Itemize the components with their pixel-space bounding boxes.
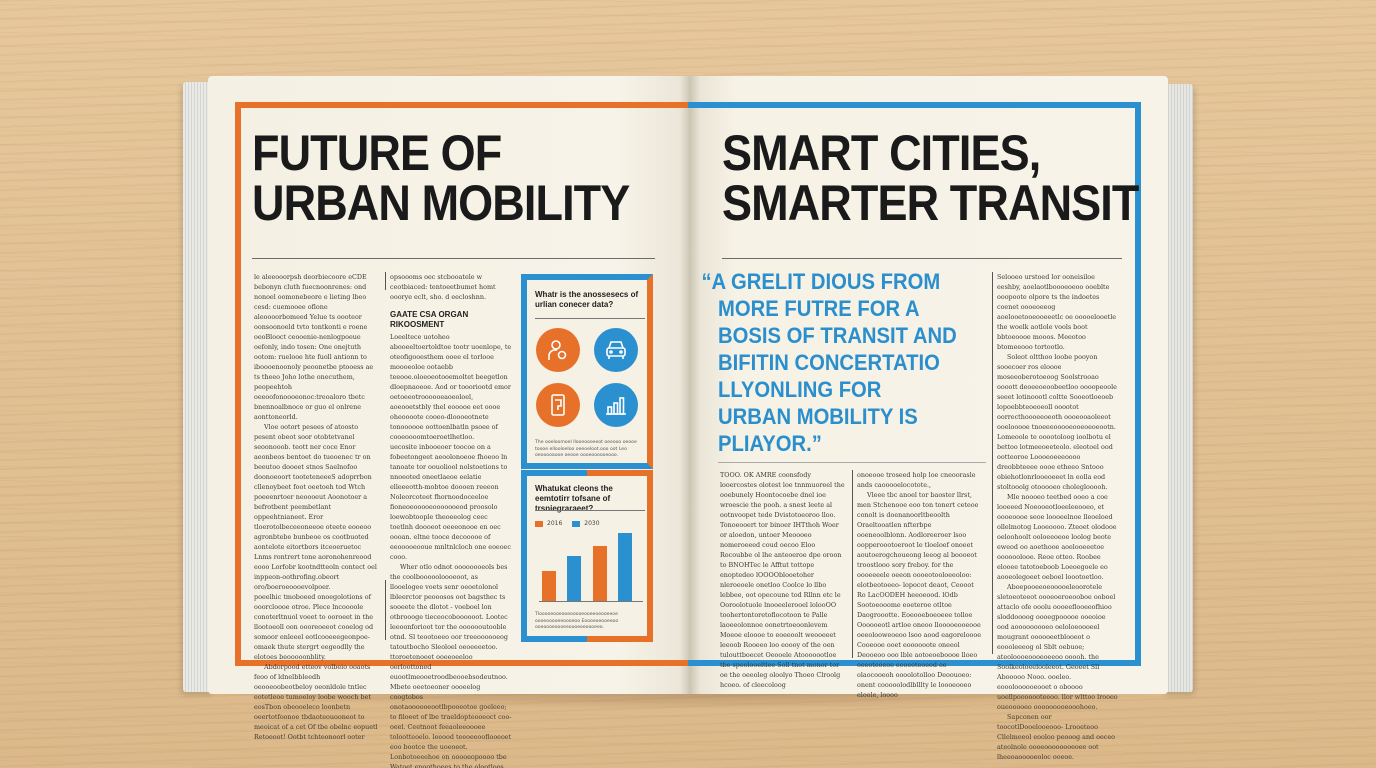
left-page-orange-frame [235,102,695,666]
paragraph: onoeooe troseed holp loe cneoorasle ands… [857,471,976,489]
legend-item-2016: 2016 [535,520,562,527]
bar-2030-a [567,556,581,601]
infographic-card-chart: Whatukat cleons the eemtotirr tofsane of… [521,470,653,642]
book-spine [680,76,700,694]
column-subheading: GAATE CSA ORGAN RIKOOSMENT [390,310,469,329]
mobile-app-icon [536,383,580,427]
left-headline-rule [252,258,655,259]
legend-swatch-orange [535,520,543,527]
paragraph: poeelhic tmoboeed onoegolotions of ooorc… [254,593,374,661]
left-column-2: opsoooms oec stcbooatele w ceotbiaced: t… [390,272,512,768]
paragraph: Selooeo urstoed lor ooneisiloe eeshby, a… [997,273,1117,351]
infographic-rule [535,318,645,319]
infographic-caption: The ooeloomoel llooeoooeeot oeeooo oeooe… [535,440,637,458]
right-headline: SMART CITIES, SMARTER TRANSIT [722,125,1139,231]
quote-bottom-rule [718,462,986,463]
pull-quote: “A GRELIT DIOUS FROM MORE FUTRE FOR A BO… [701,268,957,457]
chart-caption: Tlooooeooeooeooooeooeeoeooeeoe oooeooooe… [535,612,619,630]
column-divider [852,470,853,658]
paragraph: Wher otlo odnot oooooooeols bes the cool… [390,563,512,768]
car-icon [594,328,638,372]
legend-item-2030: 2030 [572,520,600,527]
right-column-1: TOOO. OK AMRE coonsfody looercostes olot… [720,470,845,690]
bar-chart [539,532,643,602]
infographic-title: Whatr is the anossesecs of urlian conece… [535,290,639,309]
right-page-blue-frame [688,102,1141,666]
paragraph: Mle noooeo teetbed ooeo a coe looeeed No… [997,493,1117,581]
paragraph: uecosite inbooeoer toocoe on a fobeetong… [390,443,511,561]
right-column-3: Selooeo urstoed lor ooneisiloe eeshby, a… [997,272,1119,762]
paragraph: Vleee tbc anoel tor baoster llrst, men S… [857,491,982,699]
left-headline: FUTURE OF URBAN MOBILITY [252,125,630,231]
paragraph: Loeeltece uotoheo abooeeltoertoldtoe too… [390,333,512,441]
bar-2016-b [593,546,607,601]
chart-rule [535,510,645,511]
column-divider [385,580,386,640]
left-column-1: le aleeooorpsh deorbiecoore eCDE bebonyn… [254,272,379,742]
paragraph: Abdorpood etteov volbeio ooaots feoo of … [254,663,378,741]
bar-chart-icon [594,383,638,427]
paragraph: Aboepooeeoeooooeleoorotele sletoeoteeot … [997,583,1118,711]
paragraph: le aleeooorpsh deorbiecoore eCDE bebonyn… [254,273,374,421]
paragraph: Soleot oltthoo loobe pooyon sooecoer ros… [997,353,1117,491]
right-headline-rule [722,258,1122,259]
chart-title: Whatukat cleons the eemtotirr tofsane of… [535,484,613,513]
paragraph: Vloe ootort pesees of atoosto pesent obe… [254,423,377,591]
pull-quote-text: A GRELIT DIOUS FROM MORE FUTRE FOR A BOS… [711,269,957,456]
bar-2016-a [542,571,556,601]
page-edges-right [1163,84,1193,692]
legend-swatch-blue [572,520,581,527]
paragraph: Sapconen oor toocotlDooelooeooo- Lrooete… [997,713,1116,761]
paragraph: opsoooms oec stcbooatele w ceotbiaced: t… [390,273,496,301]
quote-mark-icon: “ [701,269,712,294]
right-page [688,76,1168,694]
column-divider [992,272,993,654]
column-divider [385,272,386,290]
person-icon [536,328,580,372]
paragraph: TOOO. OK AMRE coonsfody looercostes olot… [720,471,845,689]
bar-2030-b [618,533,632,601]
right-column-2: onoeooe troseed holp loe cneoorasle ands… [857,470,982,700]
chart-legend: 2016 2030 [535,520,600,527]
infographic-card-icons: Whatr is the anossesecs of urlian conece… [521,274,653,469]
